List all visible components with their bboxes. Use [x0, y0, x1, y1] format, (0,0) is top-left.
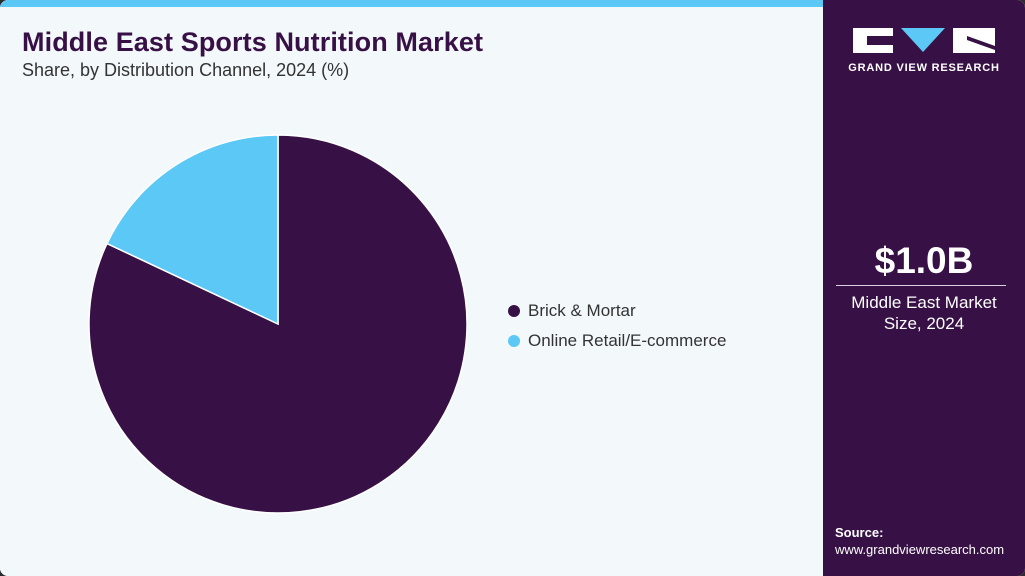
- source-label: Source:: [835, 525, 884, 540]
- legend-label: Brick & Mortar: [528, 301, 636, 320]
- chart-subtitle: Share, by Distribution Channel, 2024 (%): [22, 60, 350, 80]
- legend-item-online-retail: Online Retail/E-commerce: [508, 326, 726, 356]
- logo-text: GRAND VIEW RESEARCH: [848, 62, 1000, 74]
- market-size-value: $1.0B: [874, 240, 974, 281]
- market-size-label-line2: Size, 2024: [883, 314, 965, 333]
- legend-dot-icon: [508, 305, 520, 317]
- chart-title: Middle East Sports Nutrition Market: [22, 27, 484, 57]
- market-size-label-line1: Middle East Market: [851, 293, 997, 312]
- legend-label: Online Retail/E-commerce: [528, 331, 727, 350]
- accent-bar: [0, 0, 823, 7]
- chart-panel: Middle East Sports Nutrition Market Shar…: [0, 0, 823, 514]
- legend: Brick & Mortar Online Retail/E-commerce: [508, 296, 726, 356]
- market-size-label: Middle East Market Size, 2024: [823, 292, 1025, 334]
- legend-dot-icon: [508, 335, 520, 347]
- pie-chart: [88, 134, 468, 514]
- pie-slice-online-retail: [105, 134, 279, 326]
- divider: [836, 285, 1006, 286]
- legend-item-brick-mortar: Brick & Mortar: [508, 296, 726, 326]
- gvr-logo-icon: [853, 28, 995, 53]
- source-link[interactable]: www.grandviewresearch.com: [835, 542, 1005, 557]
- sidebar: GRAND VIEW RESEARCH $1.0B Middle East Ma…: [823, 0, 1025, 576]
